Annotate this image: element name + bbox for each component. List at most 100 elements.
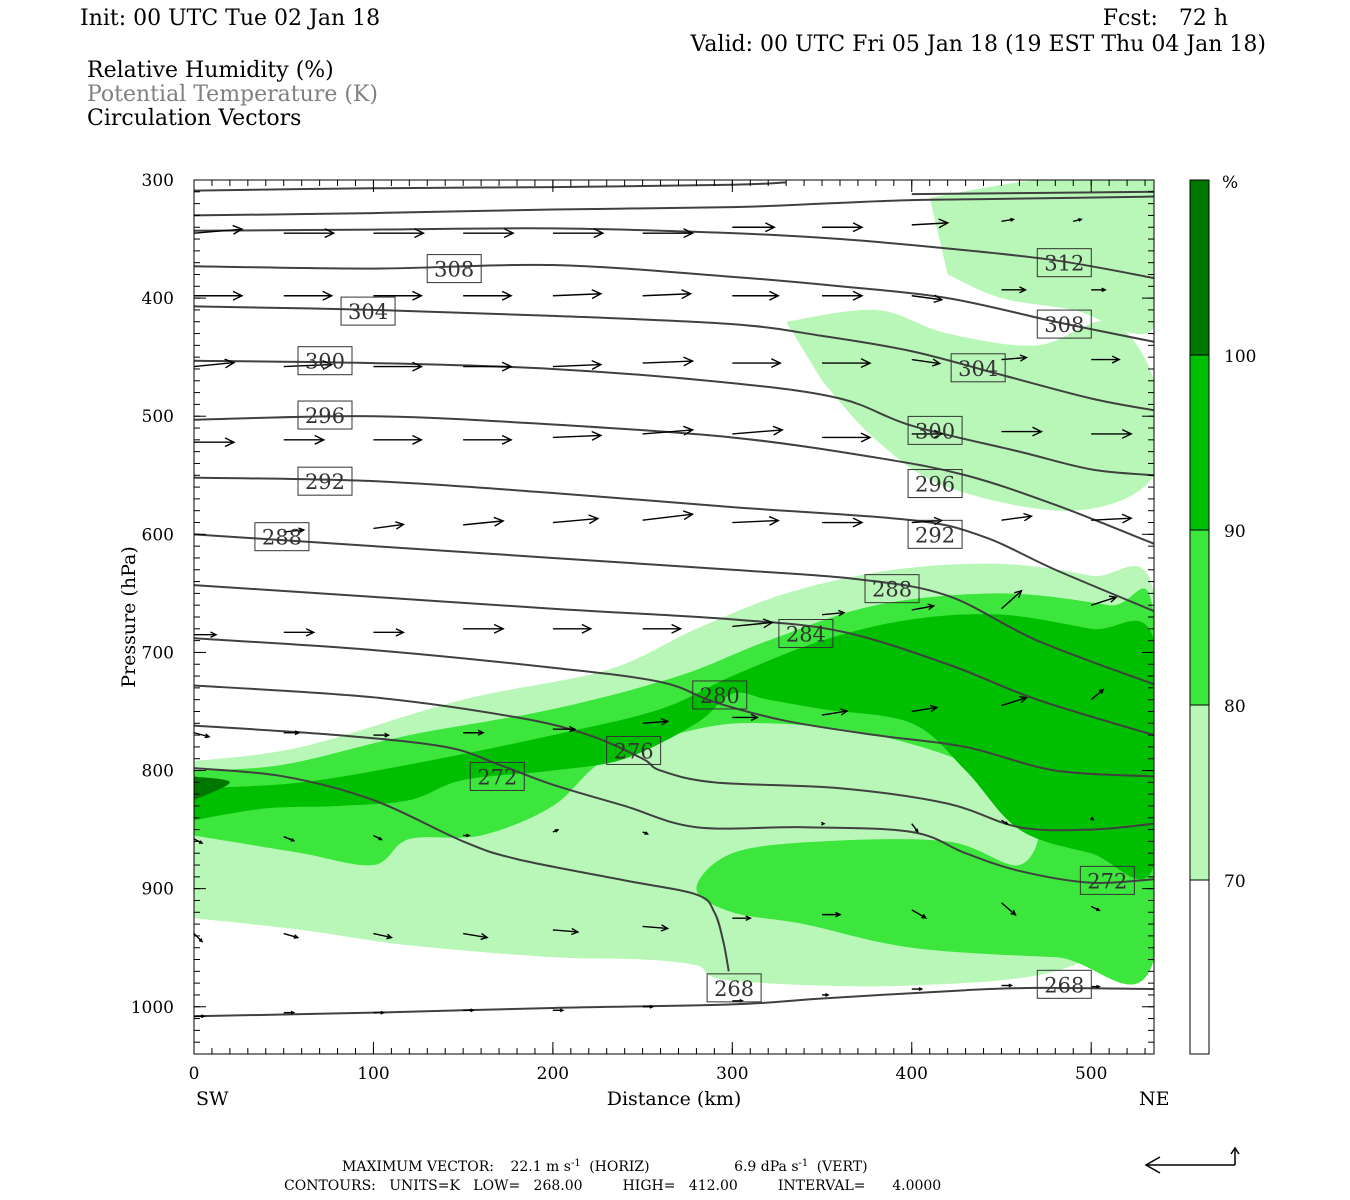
vector-arrow (373, 834, 383, 841)
contour-label-box (692, 680, 748, 710)
vector-arrow (822, 222, 864, 233)
vector-arrow (463, 228, 515, 239)
vector-head (501, 361, 513, 372)
contour-label-text: 304 (958, 357, 998, 381)
vector-head (852, 290, 864, 301)
vector-shaft (552, 517, 598, 524)
vector-shaft (911, 222, 948, 226)
vector-head (1096, 984, 1101, 989)
vector-arrow (822, 517, 864, 528)
vector-shaft (732, 519, 779, 524)
colorbar-label: 70 (1224, 872, 1246, 892)
vector-shaft (463, 520, 504, 526)
vector-shaft (642, 925, 668, 930)
vector-head (1098, 688, 1105, 694)
contour-label: 272 (469, 761, 525, 791)
humidity-region-4 (194, 614, 1154, 880)
vector-shaft (283, 932, 298, 939)
x-tick-label: 500 (1075, 1064, 1107, 1084)
contour-label-box (864, 574, 920, 604)
x-axis-title: Distance (km) (607, 1088, 742, 1110)
vector-shaft (642, 429, 693, 435)
vector-head (745, 915, 752, 921)
vector-shaft (911, 909, 927, 919)
vector-head (204, 733, 211, 739)
x-tick-label: 400 (896, 1064, 928, 1084)
vector-head (852, 517, 864, 528)
vector-shaft (1090, 596, 1117, 606)
vector-head (395, 628, 406, 637)
vector-shaft (552, 929, 578, 933)
contour-label-box (340, 296, 396, 326)
vector-head (501, 290, 513, 301)
vector-arrow (642, 1004, 655, 1009)
vector-head (314, 434, 326, 445)
y-tick-label: 300 (142, 171, 174, 191)
vector-shaft (642, 360, 693, 364)
vector-head (412, 290, 424, 301)
x-endpoint-sw: SW (196, 1088, 229, 1110)
forecast-hour: Fcst: 72 h (1103, 6, 1228, 31)
vector-arrow (1001, 983, 1014, 988)
vector-head (501, 434, 513, 445)
contour-label: 292 (297, 466, 353, 496)
vector-shaft (821, 710, 848, 716)
vector-head (769, 290, 780, 301)
vector-shaft (193, 361, 235, 368)
vector-head (750, 713, 759, 722)
vector-head (593, 228, 605, 239)
vector-arrow (911, 603, 936, 611)
vector-head (414, 228, 426, 239)
vector-arrow (642, 718, 670, 726)
vector-arrow (463, 516, 505, 527)
vector-shaft (1090, 689, 1104, 701)
theta-contour-280-4 (194, 637, 1154, 778)
vector-shaft (1001, 696, 1027, 707)
vector-shaft (283, 836, 294, 842)
colorbar-swatch (1189, 704, 1210, 881)
vector-arrow (193, 933, 204, 943)
vector-arrow (821, 609, 846, 617)
contour-label-text: 268 (1044, 973, 1084, 997)
y-tick-label: 800 (142, 762, 174, 782)
y-tick-label: 900 (142, 880, 174, 900)
contour-label: 304 (340, 296, 396, 326)
contour-label-text: 292 (305, 470, 345, 494)
vector-head (322, 359, 334, 370)
vector-head (660, 718, 670, 726)
vector-shaft (552, 363, 601, 368)
contour-label: 280 (692, 680, 748, 710)
contour-label: 300 (907, 415, 963, 445)
vector-arrow (911, 358, 942, 367)
vector-head (294, 730, 301, 736)
vector-head (1019, 354, 1029, 362)
vector-head (683, 425, 695, 436)
vector-arrow (1091, 428, 1133, 439)
vector-head (1108, 595, 1118, 603)
vector-arrow (283, 628, 316, 637)
contour-label-text: 300 (305, 350, 345, 374)
contour-label-text: 276 (614, 739, 654, 763)
vector-shaft (1001, 590, 1022, 610)
vector-arrow (552, 725, 577, 733)
theta-contour-upper-13 (194, 195, 1154, 217)
humidity-shading (194, 180, 1154, 987)
vector-head (290, 1010, 296, 1015)
x-tick-label: 200 (537, 1064, 569, 1084)
vector-arrow (911, 823, 919, 833)
vector-shaft (642, 720, 668, 724)
vector-arrow (552, 228, 605, 239)
vector-head (1019, 695, 1029, 704)
vector-arrow (552, 1008, 565, 1013)
vector-arrow (732, 515, 780, 526)
vector-head (1010, 909, 1017, 916)
contour-label-text: 296 (305, 404, 345, 428)
contour-label-text: 288 (262, 526, 302, 550)
vector-arrow (283, 932, 300, 939)
vector-arrow (373, 732, 391, 738)
max-vert-value: 6.9 dPa s (734, 1159, 798, 1175)
vector-arrow (463, 1008, 475, 1013)
vector-head (412, 434, 424, 445)
vector-arrow (283, 527, 306, 534)
vector-head (232, 224, 244, 235)
